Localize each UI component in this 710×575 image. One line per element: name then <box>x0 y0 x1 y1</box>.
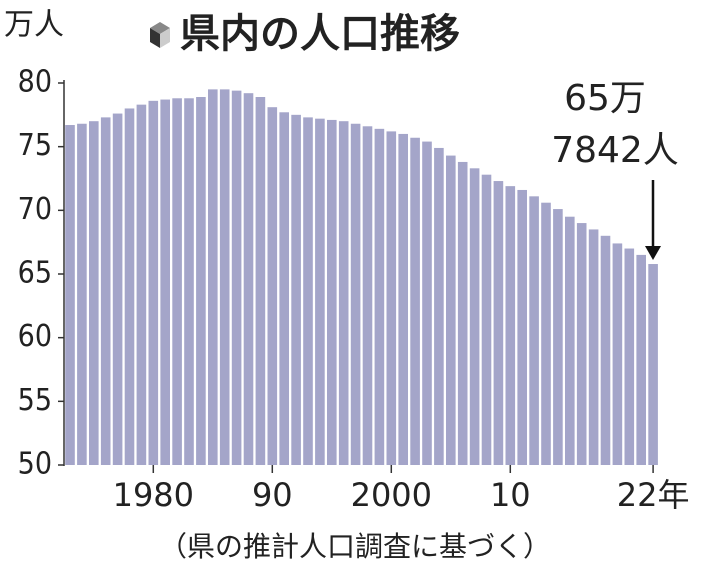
bar <box>350 123 361 465</box>
y-tick-label: 75 <box>18 128 52 163</box>
y-tick-label: 60 <box>18 319 52 354</box>
bar <box>338 121 349 465</box>
bar <box>112 113 123 465</box>
bar <box>136 104 147 465</box>
y-tick-label: 50 <box>18 447 52 482</box>
title-icon <box>150 22 170 48</box>
bar <box>529 196 539 465</box>
bar <box>89 121 99 465</box>
annotation: 7842人 <box>551 130 679 171</box>
y-tick-label: 65 <box>18 256 52 291</box>
bar <box>410 137 420 465</box>
x-tick-label: 2000 <box>351 476 432 514</box>
bar <box>172 98 182 465</box>
x-tick-label: 90 <box>252 476 293 514</box>
bar <box>208 89 218 465</box>
bar <box>231 90 242 465</box>
bar <box>65 125 75 466</box>
bar <box>291 114 301 465</box>
bar <box>243 93 254 465</box>
bar <box>219 89 230 465</box>
bar <box>77 123 87 465</box>
bar <box>481 174 492 465</box>
bar <box>255 97 266 466</box>
y-tick-label: 55 <box>18 383 52 418</box>
bar <box>553 209 563 465</box>
bar <box>434 147 444 465</box>
bar <box>374 128 385 465</box>
y-unit: 万人 <box>4 8 64 43</box>
x-tick-label: 22年 <box>617 476 690 514</box>
bar <box>517 189 527 465</box>
bar <box>576 223 587 465</box>
bar <box>279 112 289 465</box>
bar <box>303 117 313 465</box>
bar <box>446 155 456 465</box>
bar <box>315 118 325 466</box>
bar <box>541 202 551 465</box>
bar <box>148 100 159 466</box>
bar <box>362 126 373 465</box>
bar <box>386 131 397 466</box>
chart-title: 県内の人口推移 <box>180 11 460 57</box>
bar <box>588 229 599 465</box>
bar <box>327 119 337 465</box>
bar <box>124 108 135 465</box>
bar <box>636 254 646 465</box>
source: （県の推計人口調査に基づく） <box>159 530 551 563</box>
bar <box>160 99 170 465</box>
bar <box>100 117 111 465</box>
y-tick-label: 70 <box>18 192 52 227</box>
annotation: 65万 <box>564 78 646 119</box>
bar <box>267 107 278 466</box>
bar <box>648 264 658 465</box>
bar <box>422 141 432 465</box>
x-tick-label: 1980 <box>113 476 194 514</box>
bar <box>493 181 504 465</box>
bar <box>612 243 623 465</box>
bar <box>624 248 635 465</box>
arrow-head <box>645 246 661 260</box>
bar <box>184 98 194 465</box>
bar <box>505 186 516 465</box>
bar <box>565 216 575 465</box>
bar <box>600 235 611 465</box>
bar <box>398 133 408 465</box>
y-tick-label: 80 <box>18 65 52 100</box>
bar <box>469 168 480 465</box>
x-tick-label: 10 <box>490 476 531 514</box>
bar <box>457 161 468 466</box>
bar <box>196 97 206 466</box>
